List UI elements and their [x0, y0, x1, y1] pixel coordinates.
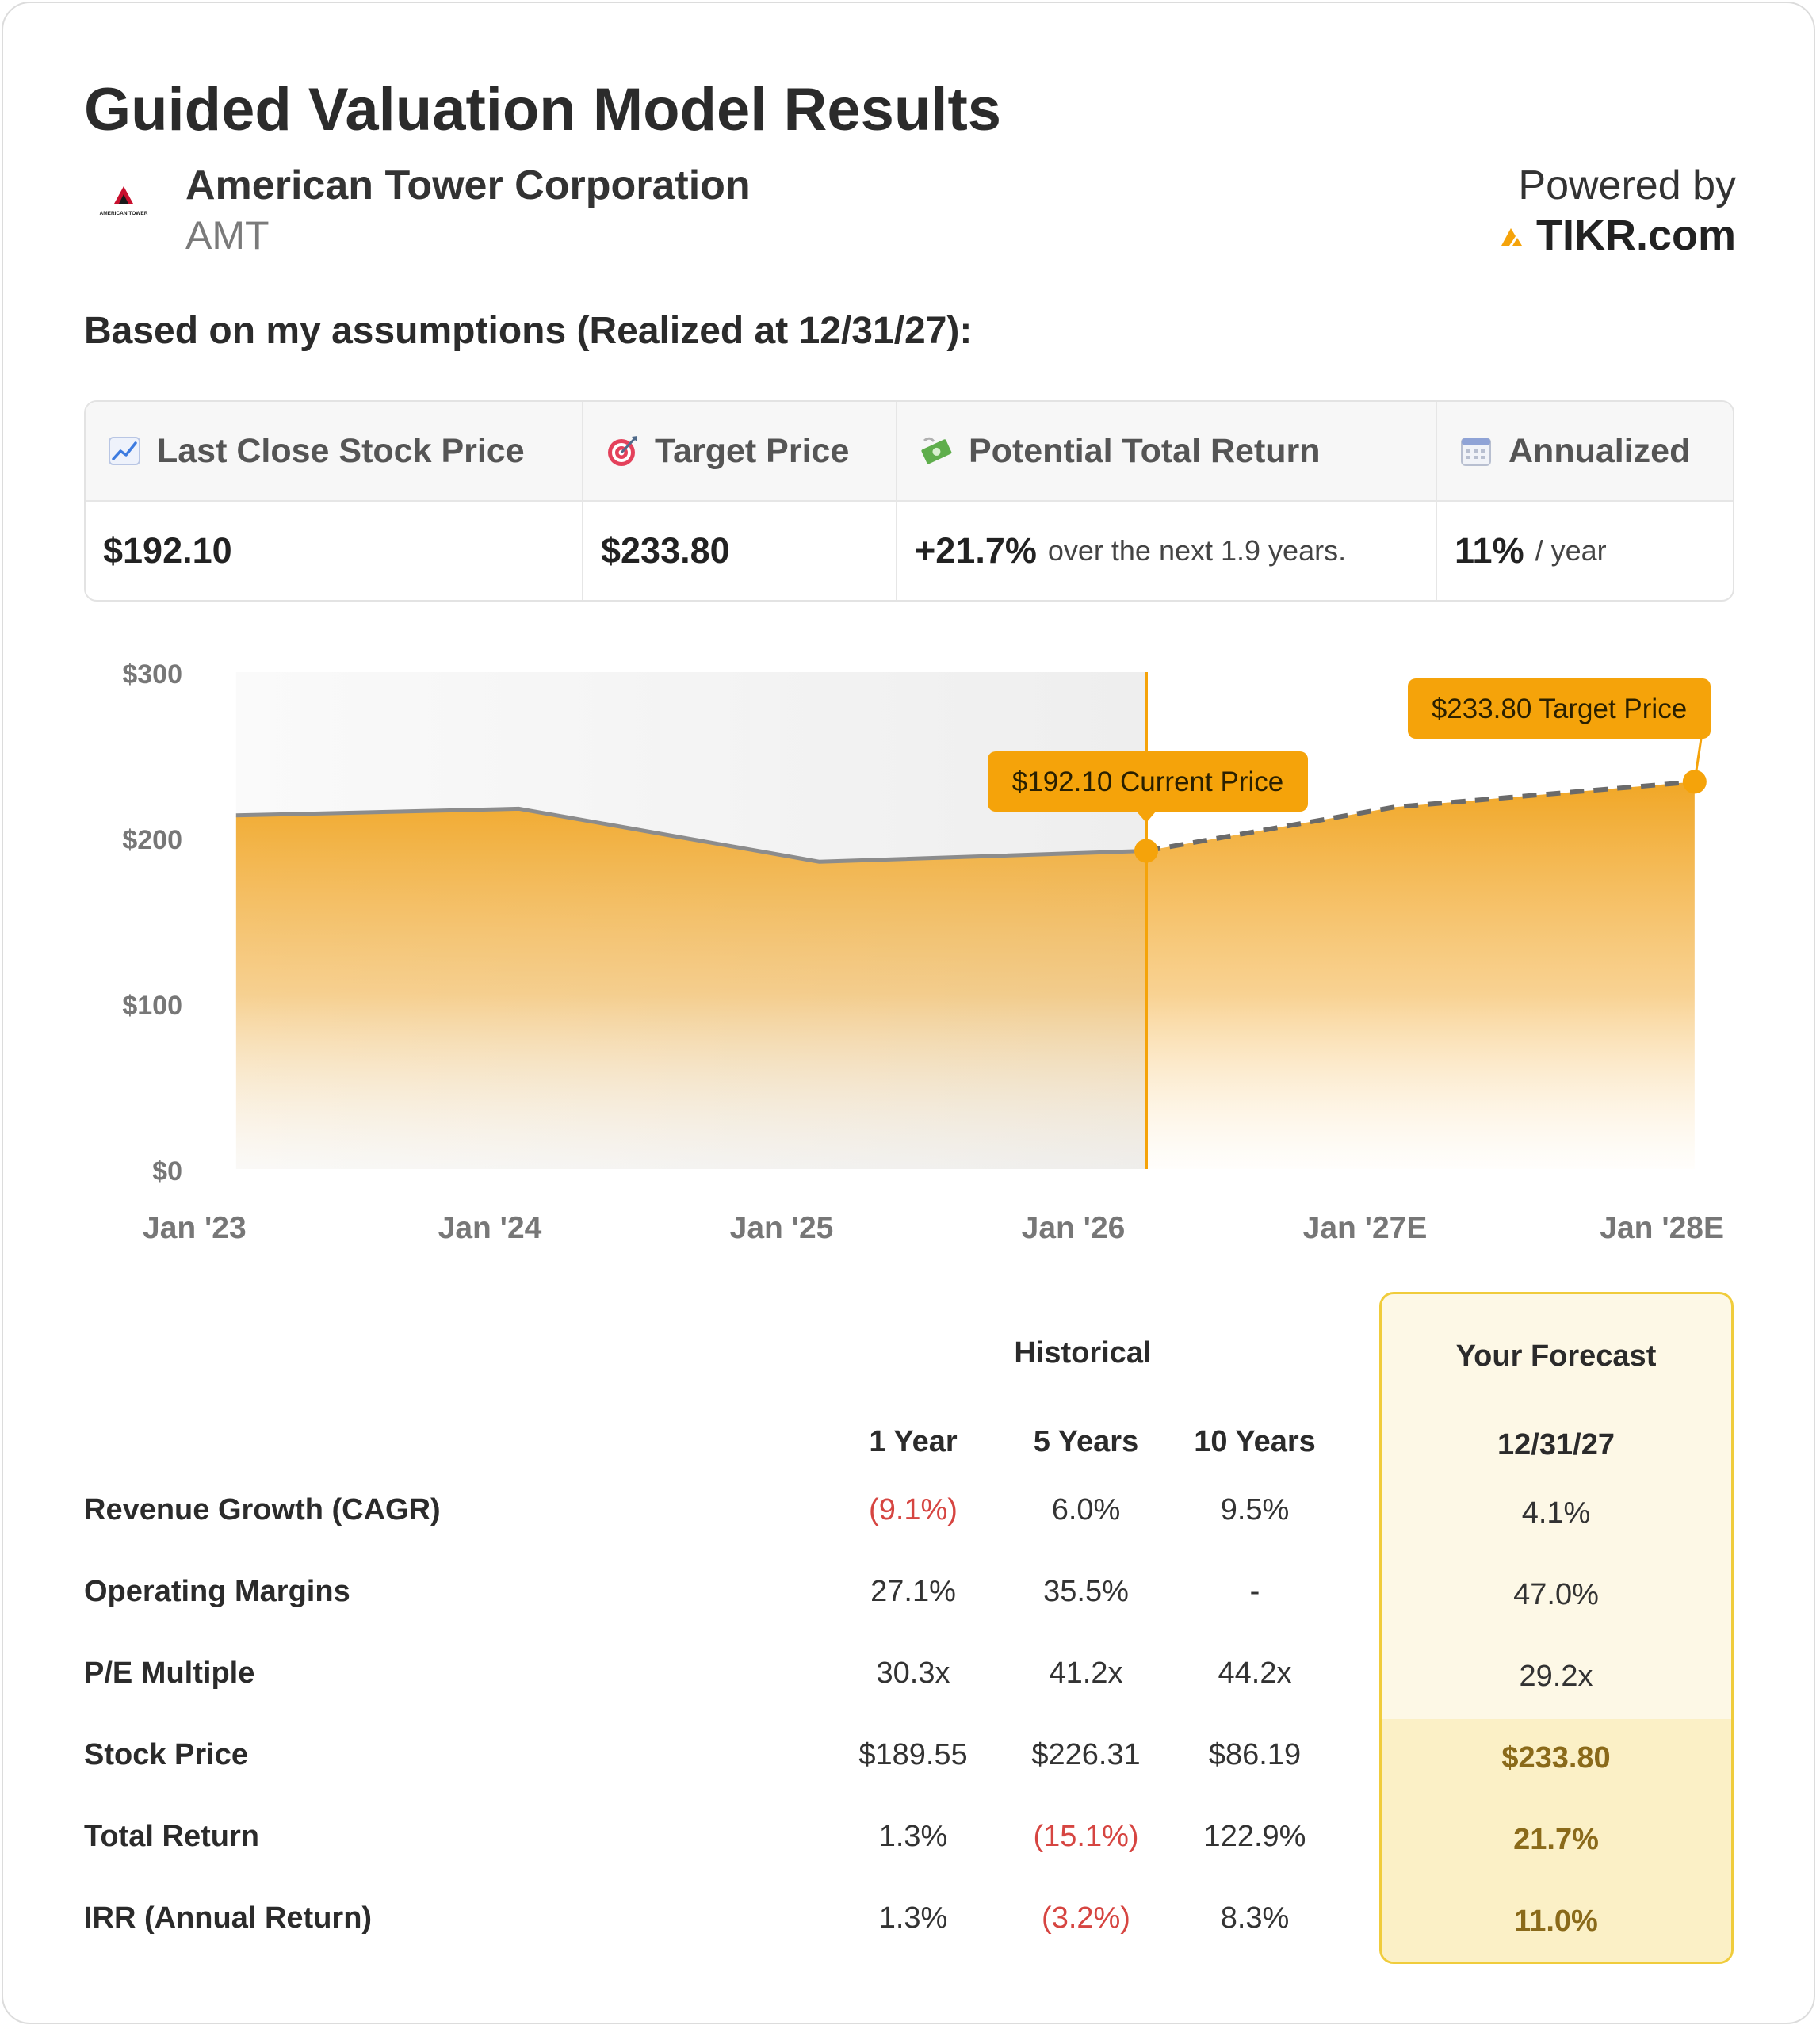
x-tick-label: Jan '25	[730, 1211, 834, 1245]
calendar-icon	[1461, 438, 1491, 466]
y-tick-label: $200	[122, 825, 182, 855]
return-value: +21.7%	[915, 530, 1037, 571]
company-name: American Tower Corporation	[185, 162, 751, 208]
y-tick-label: $300	[122, 659, 182, 690]
return-label: Potential Total Return	[969, 431, 1321, 470]
target-price-label: $233.80 Target Price	[1432, 694, 1687, 724]
annualized-subtext: / year	[1535, 534, 1607, 567]
price-chart: $0 $100 $200 $300 Jan '23 Jan '24 Jan '25 Jan '…	[122, 659, 1724, 1245]
ticker-symbol: AMT	[185, 213, 270, 258]
powered-by-label: Powered by	[1518, 162, 1736, 208]
annualized-cell: 11% / year	[1437, 502, 1733, 600]
tikr-brand-link[interactable]: TIKR.com	[1500, 211, 1736, 260]
price-area	[235, 781, 1695, 1169]
logo-text: AMERICAN TOWER	[100, 211, 148, 216]
x-tick-label: Jan '27E	[1303, 1211, 1428, 1245]
current-price-label: $192.10 Current Price	[1012, 766, 1283, 797]
summary-table: Last Close Stock Price Target Price Pote…	[84, 400, 1734, 602]
x-tick-label: Jan '24	[438, 1211, 542, 1245]
american-tower-logo: AMERICAN TOWER	[100, 186, 148, 216]
target-price-marker	[1682, 770, 1707, 794]
annualized-value: 11%	[1455, 530, 1524, 571]
money-with-wings-icon	[921, 437, 952, 464]
annualized-label: Annualized	[1508, 431, 1691, 470]
last-close-header: Last Close Stock Price	[86, 402, 583, 502]
return-header: Potential Total Return	[897, 402, 1437, 502]
historical-line	[235, 806, 1147, 864]
target-header: Target Price	[583, 402, 897, 502]
y-tick-label: $100	[122, 991, 182, 1021]
chart-increasing-icon	[109, 437, 140, 465]
current-price-marker	[1134, 839, 1158, 863]
annualized-header: Annualized	[1437, 402, 1733, 502]
return-subtext: over the next 1.9 years.	[1047, 534, 1347, 567]
assumptions-heading: Based on my assumptions (Realized at 12/…	[84, 310, 973, 352]
target-label: Target Price	[655, 431, 850, 470]
x-tick-label: Jan '26	[1022, 1211, 1126, 1245]
tikr-logo-icon	[1501, 228, 1522, 246]
x-tick-label: Jan '23	[143, 1211, 247, 1245]
y-tick-label: $0	[152, 1156, 182, 1186]
last-close-value: $192.10	[86, 502, 583, 600]
current-price-callout	[988, 751, 1308, 812]
return-cell: +21.7% over the next 1.9 years.	[897, 502, 1437, 600]
x-tick-label: Jan '28E	[1600, 1211, 1724, 1245]
target-price-callout	[1408, 678, 1711, 739]
tikr-brand-text: TIKR.com	[1535, 212, 1736, 259]
page-title: Guided Valuation Model Results	[84, 76, 1002, 143]
forecast-line	[1145, 779, 1696, 854]
target-icon	[608, 436, 637, 466]
target-value: $233.80	[583, 502, 897, 600]
last-close-label: Last Close Stock Price	[157, 431, 525, 470]
